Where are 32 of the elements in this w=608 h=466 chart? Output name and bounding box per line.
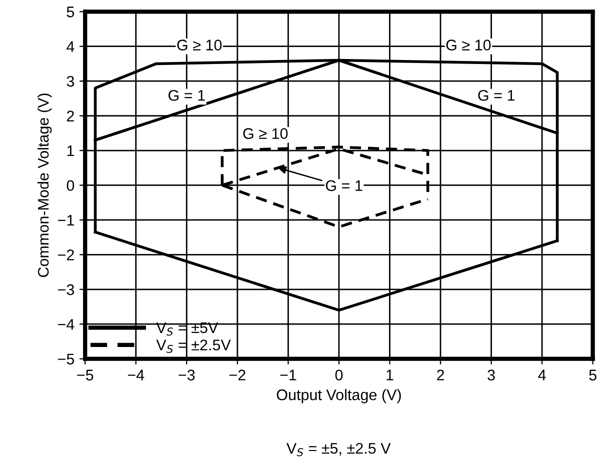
x-tick-label: −4: [128, 370, 144, 380]
annotation: G = 1: [326, 180, 362, 192]
y-tick-label: −3: [58, 284, 74, 296]
legend-label: V$_{S}$ = ±2.5V: [156, 340, 231, 353]
y-tick-label: −4: [58, 319, 74, 330]
x-tick-label: 3: [488, 370, 495, 380]
x-tick-label: −5: [77, 370, 94, 380]
y-tick-label: −1: [58, 214, 74, 226]
y-tick-label: 3: [66, 76, 74, 87]
text: V$_{S}$ = ±5, ±2.5 V: [286, 442, 391, 456]
x-axis-title: Output Voltage (V): [276, 389, 401, 404]
annotation: G = 1: [168, 90, 205, 101]
y-tick-label: 2: [66, 110, 74, 122]
annotation: G ≥ 10: [243, 128, 288, 139]
x-tick-label: −1: [280, 370, 296, 380]
y-axis-title: Common-Mode Voltage (V): [37, 94, 52, 278]
annotation: G ≥ 10: [177, 40, 222, 50]
y-tick-label: −2: [58, 250, 74, 260]
y-tick-label: −5: [58, 354, 74, 365]
annotation: G = 1: [478, 90, 514, 101]
x-tick-label: 2: [437, 370, 444, 380]
x-tick-label: 5: [589, 370, 596, 380]
y-tick-label: 4: [66, 41, 74, 52]
y-tick-label: 5: [66, 6, 74, 18]
annotation: G ≥ 10: [446, 40, 491, 50]
x-tick-label: 1: [386, 370, 394, 380]
x-tick-label: 4: [538, 370, 546, 380]
y-tick-label: 0: [66, 180, 74, 191]
x-tick-label: −3: [178, 370, 195, 380]
y-tick-label: 1: [67, 146, 74, 156]
x-tick-label: 0: [335, 370, 343, 380]
x-tick-label: −2: [229, 370, 246, 380]
